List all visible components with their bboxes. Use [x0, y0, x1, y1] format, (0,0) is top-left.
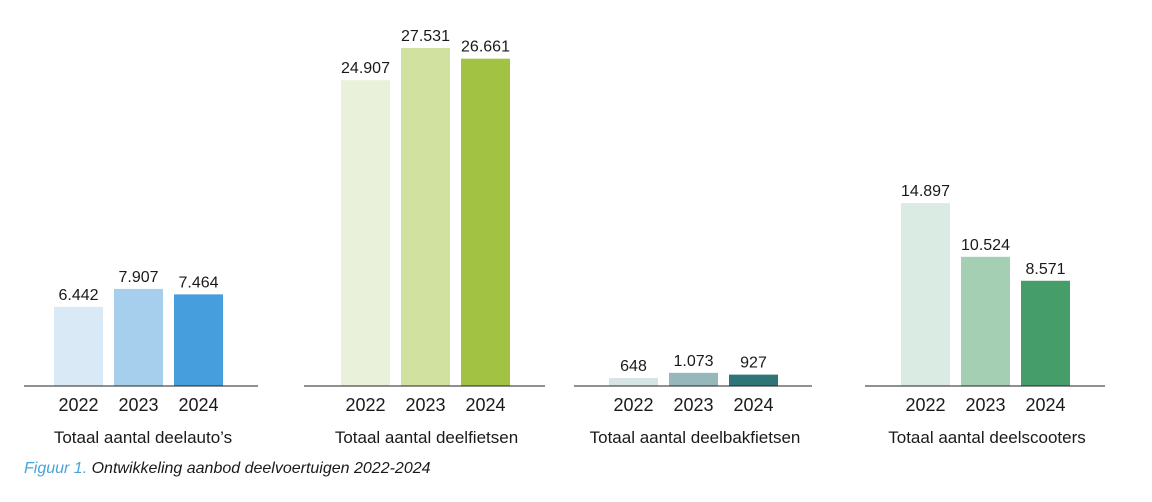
chart-panel-2: 24.907 2022 27.531 2023 26.661 2024 Totaal aan… [304, 28, 545, 447]
bar-3-2022 [609, 378, 658, 386]
data-label: 8.571 [1025, 261, 1065, 278]
data-label: 14.897 [901, 183, 950, 200]
x-tick-label: 2022 [345, 395, 385, 415]
panel-title: Totaal aantal deelscooters [888, 428, 1086, 447]
x-tick-label: 2022 [613, 395, 653, 415]
bar-4-2022 [901, 203, 950, 386]
bar-4-2023 [961, 256, 1010, 386]
x-tick-label: 2023 [405, 395, 445, 415]
x-tick-label: 2024 [1025, 395, 1065, 415]
caption-text: Ontwikkeling aanbod deelvoertuigen 2022-… [91, 460, 431, 477]
x-tick-label: 2022 [58, 395, 98, 415]
x-tick-label: 2024 [178, 395, 218, 415]
bar-1-2022 [54, 306, 103, 386]
chart-panel-4: 14.897 2022 10.524 2023 8.571 2024 Totaal aant… [865, 183, 1105, 447]
x-tick-label: 2023 [965, 395, 1005, 415]
bar-1-2024 [174, 294, 223, 386]
panel-title: Totaal aantal deelfietsen [335, 428, 518, 447]
bar-4-2024 [1021, 280, 1070, 386]
chart-panel-1: 6.442 2022 7.907 2023 7.464 2024 Totaal aantal… [24, 269, 258, 447]
x-tick-label: 2023 [673, 395, 713, 415]
bar-2-2022 [341, 80, 390, 386]
data-label: 24.907 [341, 60, 390, 77]
bar-2-2024 [461, 58, 510, 386]
data-label: 6.442 [58, 287, 98, 304]
data-label: 27.531 [401, 28, 450, 45]
figure-caption: Figuur 1. Ontwikkeling aanbod deelvoertu… [24, 460, 431, 478]
panel-title: Totaal aantal deelbakfietsen [590, 428, 801, 447]
data-label: 26.661 [461, 39, 510, 56]
bar-1-2023 [114, 288, 163, 386]
data-label: 1.073 [673, 353, 713, 370]
x-tick-label: 2024 [465, 395, 505, 415]
data-label: 10.524 [961, 237, 1010, 254]
bar-2-2023 [401, 48, 450, 386]
caption-prefix: Figuur 1. [24, 460, 88, 477]
x-tick-label: 2023 [118, 395, 158, 415]
data-label: 7.907 [118, 269, 158, 286]
chart-panel-3: 648 2022 1.073 2023 927 2024 Totaal aantal dee… [574, 353, 812, 447]
panel-title: Totaal aantal deelauto’s [54, 428, 232, 447]
x-tick-label: 2022 [905, 395, 945, 415]
data-label: 927 [740, 355, 767, 372]
x-tick-label: 2024 [733, 395, 773, 415]
bar-3-2024 [729, 374, 778, 386]
data-label: 7.464 [178, 274, 218, 291]
data-label: 648 [620, 358, 647, 375]
bar-3-2023 [669, 372, 718, 386]
